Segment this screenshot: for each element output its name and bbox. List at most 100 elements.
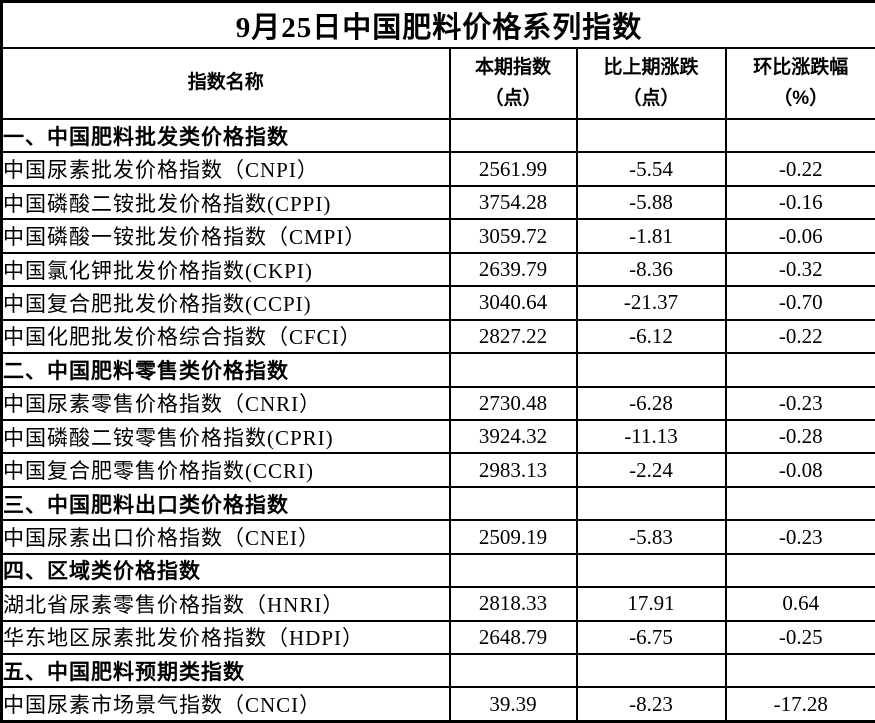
change-value: -5.88 [575,184,727,221]
column-header-index-name: 指数名称 [0,46,451,121]
change-value: -11.13 [575,418,727,455]
current-index-value: 39.39 [448,686,578,723]
table-row: 湖北省尿素零售价格指数（HNRI） 2818.33 17.91 0.64 [0,586,875,622]
pct-change-value: -0.08 [724,452,875,488]
index-name: 中国磷酸二铵零售价格指数(CPRI) [0,418,451,455]
section-title: 一、中国肥料批发类价格指数 [0,118,451,154]
change-value: -5.54 [575,151,727,187]
index-name: 中国氯化钾批发价格指数(CKPI) [0,251,451,288]
title-row: 9月25日中国肥料价格系列指数 [0,0,875,49]
empty-cell [575,485,727,522]
section-title: 三、中国肥料出口类价格指数 [0,485,451,522]
pct-change-value: -0.25 [724,619,875,656]
table-row: 中国化肥批发价格综合指数（CFCI） 2827.22 -6.12 -0.22 [0,318,875,355]
section-title: 五、中国肥料预期类指数 [0,653,451,689]
table-row: 中国磷酸二铵批发价格指数(CPPI) 3754.28 -5.88 -0.16 [0,184,875,221]
table-row: 中国尿素零售价格指数（CNRI） 2730.48 -6.28 -0.23 [0,385,875,421]
current-index-value: 2730.48 [448,385,578,421]
current-index-value: 2983.13 [448,452,578,488]
change-value: 17.91 [575,586,727,622]
change-value: -6.28 [575,385,727,421]
empty-cell [575,118,727,154]
change-value: -5.83 [575,519,727,555]
pct-change-value: -0.28 [724,418,875,455]
table-row: 中国尿素批发价格指数（CNPI） 2561.99 -5.54 -0.22 [0,151,875,187]
index-name: 中国尿素市场景气指数（CNCI） [0,686,451,723]
index-name: 华东地区尿素批发价格指数（HDPI） [0,619,451,656]
empty-cell [448,485,578,522]
change-value: -6.75 [575,619,727,656]
table-row: 中国氯化钾批发价格指数(CKPI) 2639.79 -8.36 -0.32 [0,251,875,288]
pct-change-value: -0.23 [724,519,875,555]
pct-change-value: -17.28 [724,686,875,723]
column-header-change: 比上期涨跌 （点） [575,46,727,121]
header-row: 指数名称 本期指数 （点） 比上期涨跌 （点） 环比涨跌幅 （%） [0,46,875,121]
section-title: 二、中国肥料零售类价格指数 [0,352,451,388]
pct-change-value: -0.32 [724,251,875,288]
table-row: 华东地区尿素批发价格指数（HDPI） 2648.79 -6.75 -0.25 [0,619,875,656]
table-row: 中国磷酸一铵批发价格指数（CMPI） 3059.72 -1.81 -0.06 [0,218,875,254]
change-value: -1.81 [575,218,727,254]
current-index-value: 2818.33 [448,586,578,622]
index-name: 中国尿素批发价格指数（CNPI） [0,151,451,187]
table-row: 中国复合肥零售价格指数(CCRI) 2983.13 -2.24 -0.08 [0,452,875,488]
empty-cell [724,352,875,388]
column-header-label: 本期指数 [474,57,551,79]
section-row: 二、中国肥料零售类价格指数 [0,352,875,388]
column-header-pct-change: 环比涨跌幅 （%） [724,46,875,121]
empty-cell [448,552,578,589]
table-row: 中国尿素出口价格指数（CNEI） 2509.19 -5.83 -0.23 [0,519,875,555]
pct-change-value: -0.23 [724,385,875,421]
section-row: 三、中国肥料出口类价格指数 [0,485,875,522]
column-header-label: 比上期涨跌 [603,57,699,79]
current-index-value: 3754.28 [448,184,578,221]
current-index-value: 2648.79 [448,619,578,656]
empty-cell [724,552,875,589]
index-name: 中国磷酸一铵批发价格指数（CMPI） [0,218,451,254]
index-name: 中国尿素出口价格指数（CNEI） [0,519,451,555]
current-index-value: 3924.32 [448,418,578,455]
index-name: 中国尿素零售价格指数（CNRI） [0,385,451,421]
index-name: 中国复合肥零售价格指数(CCRI) [0,452,451,488]
empty-cell [448,118,578,154]
table-row: 中国复合肥批发价格指数(CCPI) 3040.64 -21.37 -0.70 [0,285,875,321]
pct-change-value: -0.22 [724,151,875,187]
column-header-unit: （点） [484,87,542,109]
current-index-value: 2561.99 [448,151,578,187]
empty-cell [724,653,875,689]
column-header-unit: （点） [622,87,680,109]
section-row: 五、中国肥料预期类指数 [0,653,875,689]
change-value: -21.37 [575,285,727,321]
empty-cell [575,653,727,689]
section-row: 一、中国肥料批发类价格指数 [0,118,875,154]
column-header-label: 环比涨跌幅 [753,57,849,79]
current-index-value: 3059.72 [448,218,578,254]
index-name: 中国化肥批发价格综合指数（CFCI） [0,318,451,355]
current-index-value: 2639.79 [448,251,578,288]
index-name: 中国复合肥批发价格指数(CCPI) [0,285,451,321]
pct-change-value: -0.06 [724,218,875,254]
change-value: -6.12 [575,318,727,355]
empty-cell [575,352,727,388]
empty-cell [448,352,578,388]
empty-cell [448,653,578,689]
current-index-value: 3040.64 [448,285,578,321]
table-title: 9月25日中国肥料价格系列指数 [0,0,875,49]
pct-change-value: 0.64 [724,586,875,622]
current-index-value: 2509.19 [448,519,578,555]
column-header-unit: （%） [773,87,829,109]
table-row: 中国尿素市场景气指数（CNCI） 39.39 -8.23 -17.28 [0,686,875,723]
empty-cell [575,552,727,589]
index-name: 湖北省尿素零售价格指数（HNRI） [0,586,451,622]
column-header-current-index: 本期指数 （点） [448,46,578,121]
section-title: 四、区域类价格指数 [0,552,451,589]
pct-change-value: -0.70 [724,285,875,321]
change-value: -8.36 [575,251,727,288]
current-index-value: 2827.22 [448,318,578,355]
empty-cell [724,118,875,154]
column-header-label: 指数名称 [187,72,264,94]
table-row: 中国磷酸二铵零售价格指数(CPRI) 3924.32 -11.13 -0.28 [0,418,875,455]
pct-change-value: -0.22 [724,318,875,355]
change-value: -2.24 [575,452,727,488]
